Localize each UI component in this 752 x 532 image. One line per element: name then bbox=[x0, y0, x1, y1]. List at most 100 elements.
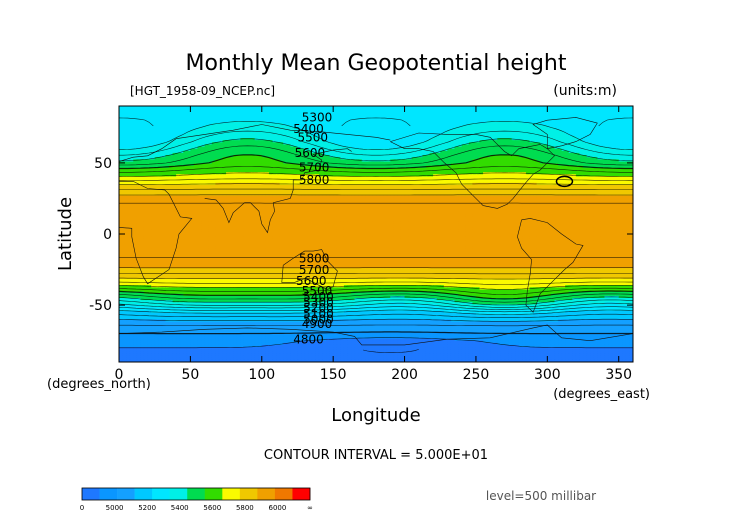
field-cell bbox=[568, 112, 573, 116]
field-cell bbox=[625, 114, 631, 118]
field-cell bbox=[415, 106, 420, 109]
field-cell bbox=[572, 114, 577, 118]
field-cell bbox=[390, 110, 395, 113]
field-cell bbox=[365, 112, 370, 116]
field-cell bbox=[276, 108, 281, 111]
field-cell bbox=[518, 112, 523, 116]
field-cell bbox=[404, 114, 409, 118]
field-cell bbox=[447, 110, 452, 113]
field-cell bbox=[425, 116, 431, 120]
field-cell bbox=[533, 110, 538, 113]
field-cell bbox=[165, 106, 170, 109]
field-cell bbox=[550, 110, 556, 113]
field-cell bbox=[425, 106, 431, 109]
field-cell bbox=[340, 116, 345, 120]
field-cell bbox=[604, 106, 609, 109]
field-cell bbox=[265, 108, 270, 111]
field-cell bbox=[593, 112, 598, 116]
field-cell bbox=[211, 114, 216, 118]
field-cell bbox=[268, 106, 274, 109]
field-cell bbox=[151, 114, 156, 118]
field-cell bbox=[154, 112, 159, 116]
field-cell bbox=[243, 108, 249, 111]
field-cell bbox=[347, 110, 352, 113]
field-cell bbox=[208, 106, 213, 109]
field-cell bbox=[618, 108, 623, 111]
field-cell bbox=[304, 116, 309, 120]
field-cell bbox=[361, 112, 366, 116]
field-cell bbox=[240, 110, 245, 113]
field-cell bbox=[318, 114, 324, 118]
field-cell bbox=[179, 112, 184, 116]
field-cell bbox=[504, 106, 509, 109]
field-cell bbox=[440, 108, 445, 111]
field-cell bbox=[540, 108, 545, 111]
field-cell bbox=[593, 106, 598, 109]
field-cell bbox=[597, 106, 602, 109]
field-cell bbox=[450, 110, 456, 113]
field-cell bbox=[151, 110, 156, 113]
field-cell bbox=[268, 108, 274, 111]
field-cell bbox=[504, 112, 509, 116]
field-cell bbox=[176, 106, 181, 109]
field-cell bbox=[297, 106, 302, 109]
field-cell bbox=[176, 112, 181, 116]
field-cell bbox=[575, 110, 581, 113]
field-cell bbox=[133, 106, 138, 109]
field-cell bbox=[379, 112, 384, 116]
field-cell bbox=[443, 114, 448, 118]
field-cell bbox=[176, 110, 181, 113]
field-cell bbox=[529, 112, 534, 116]
field-cell bbox=[165, 114, 170, 118]
field-cell bbox=[261, 108, 266, 111]
field-cell bbox=[411, 110, 416, 113]
field-cell bbox=[543, 108, 548, 111]
field-cell bbox=[161, 108, 166, 111]
field-cell bbox=[286, 114, 291, 118]
field-cell bbox=[390, 112, 395, 116]
field-cell bbox=[172, 116, 177, 120]
field-cell bbox=[119, 112, 124, 116]
field-cell bbox=[290, 110, 295, 113]
field-cell bbox=[226, 106, 231, 109]
field-cell bbox=[308, 114, 313, 118]
field-cell bbox=[197, 116, 202, 120]
field-cell bbox=[236, 108, 241, 111]
field-cell bbox=[447, 116, 452, 120]
field-cell bbox=[186, 106, 191, 109]
field-cell bbox=[286, 106, 291, 109]
field-cell bbox=[308, 106, 313, 109]
field-cell bbox=[568, 110, 573, 113]
field-cell bbox=[386, 108, 391, 111]
field-cell bbox=[351, 108, 356, 111]
field-cell bbox=[525, 106, 531, 109]
field-cell bbox=[272, 116, 277, 120]
field-cell bbox=[404, 108, 409, 111]
field-cell bbox=[415, 110, 420, 113]
field-cell bbox=[575, 114, 581, 118]
plot-area: 5300540055005600570058005800570056005500… bbox=[89, 105, 634, 383]
field-cell bbox=[140, 116, 145, 120]
field-cell bbox=[504, 114, 509, 118]
field-cell bbox=[390, 106, 395, 109]
field-cell bbox=[583, 106, 588, 109]
field-cell bbox=[411, 106, 416, 109]
field-cell bbox=[222, 108, 227, 111]
field-cell bbox=[318, 110, 324, 113]
field-cell bbox=[586, 112, 591, 116]
field-cell bbox=[561, 114, 566, 118]
field-cell bbox=[222, 112, 227, 116]
field-cell bbox=[625, 110, 631, 113]
field-cell bbox=[497, 114, 502, 118]
field-cell bbox=[261, 116, 266, 120]
field-cell bbox=[411, 116, 416, 120]
field-cell bbox=[301, 116, 306, 120]
field-cell bbox=[361, 106, 366, 109]
field-cell bbox=[561, 108, 566, 111]
field-cell bbox=[543, 106, 548, 109]
field-cell bbox=[129, 114, 134, 118]
field-cell bbox=[497, 106, 502, 109]
field-cell bbox=[490, 110, 495, 113]
field-cell bbox=[193, 110, 199, 113]
field-cell bbox=[611, 112, 616, 116]
